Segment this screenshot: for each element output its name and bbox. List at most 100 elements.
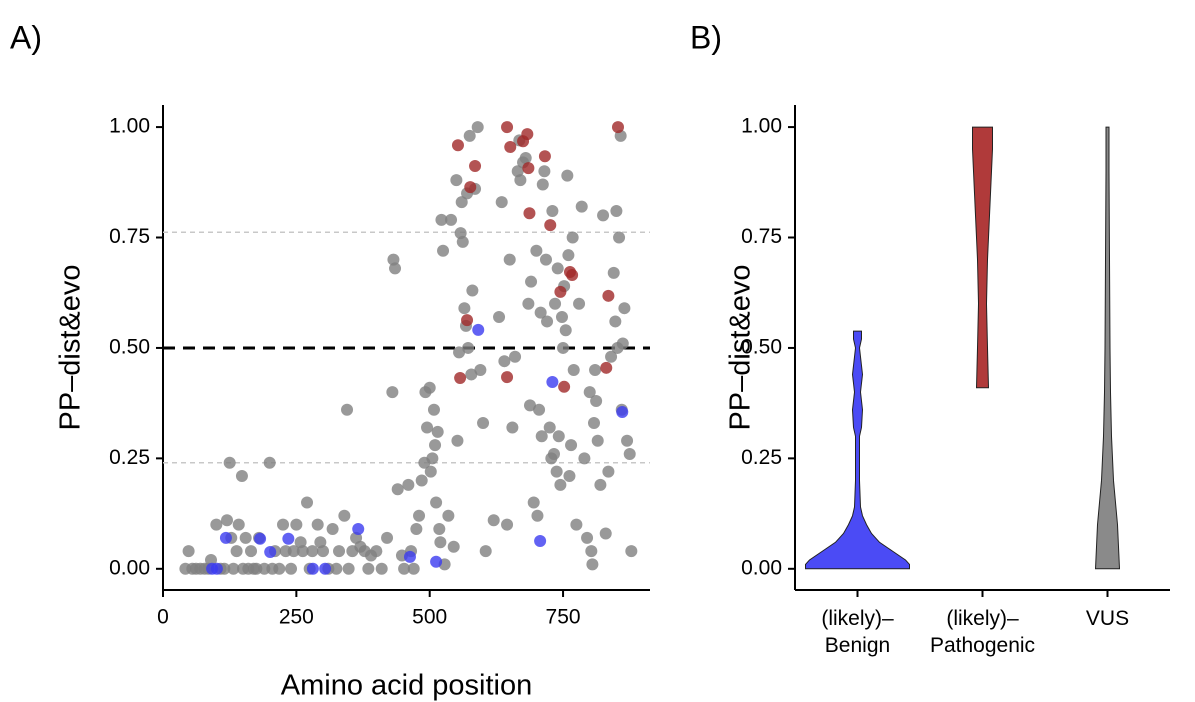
y-tick-label: 1.00: [109, 115, 150, 138]
x-tick-label: 750: [546, 606, 581, 629]
point: [583, 386, 596, 399]
point: [469, 159, 482, 172]
point: [455, 196, 468, 209]
point: [362, 562, 375, 575]
x-axis-label: Amino acid position: [281, 670, 532, 702]
point: [245, 545, 258, 558]
point: [317, 545, 330, 558]
point: [451, 139, 464, 152]
point: [352, 523, 365, 536]
point: [391, 483, 404, 496]
point: [206, 562, 219, 575]
point: [311, 518, 324, 531]
point: [573, 297, 586, 310]
point: [386, 386, 399, 399]
point: [370, 545, 383, 558]
point: [235, 470, 248, 483]
point: [610, 205, 623, 218]
point: [586, 558, 599, 571]
point: [462, 341, 475, 354]
point: [498, 355, 511, 368]
point: [555, 311, 568, 324]
point: [559, 324, 572, 337]
point: [602, 465, 615, 478]
point: [566, 269, 579, 282]
violin: [1094, 126, 1121, 570]
point: [535, 430, 548, 443]
point: [421, 421, 434, 434]
point: [621, 434, 634, 447]
y-tick-label: 0.00: [109, 556, 150, 579]
x-tick-label: VUS: [1085, 607, 1130, 630]
point: [501, 121, 514, 134]
point: [389, 262, 402, 275]
point: [326, 523, 339, 536]
y-axis-label: PP–dist&evo: [725, 264, 757, 430]
point: [557, 341, 570, 354]
point: [306, 545, 319, 558]
point: [461, 314, 474, 327]
panel-label: A): [10, 19, 42, 55]
point: [456, 235, 469, 248]
point: [381, 531, 394, 544]
point: [561, 169, 574, 182]
point: [306, 562, 319, 575]
y-tick-label: 1.00: [741, 115, 782, 138]
point: [495, 196, 508, 209]
point: [562, 249, 575, 262]
point: [539, 253, 552, 266]
point: [415, 474, 428, 487]
point: [587, 417, 600, 430]
point: [523, 207, 536, 220]
point: [407, 562, 420, 575]
point: [465, 368, 478, 381]
point: [254, 532, 267, 545]
y-tick-label: 0.75: [741, 225, 782, 248]
point: [602, 289, 615, 302]
point: [273, 562, 286, 575]
point: [514, 174, 527, 187]
point: [591, 434, 604, 447]
point: [437, 244, 450, 257]
point: [618, 302, 631, 315]
point: [375, 562, 388, 575]
point: [554, 285, 567, 298]
point: [239, 531, 252, 544]
point: [435, 213, 448, 226]
y-axis-label: PP–dist&evo: [55, 264, 87, 430]
point: [570, 518, 583, 531]
x-tick-label: 0: [157, 606, 169, 629]
point: [546, 375, 559, 388]
point: [423, 381, 436, 394]
point: [466, 284, 479, 297]
x-tick-label: (likely)– Benign: [821, 607, 894, 657]
point: [552, 430, 565, 443]
point: [287, 545, 300, 558]
point: [471, 121, 484, 134]
y-tick-label: 0.25: [741, 446, 782, 469]
point: [541, 315, 554, 328]
point: [319, 562, 332, 575]
point: [479, 545, 492, 558]
point: [530, 244, 543, 257]
point: [342, 562, 355, 575]
y-tick-label: 0.25: [109, 446, 150, 469]
point: [558, 380, 571, 393]
point: [413, 509, 426, 522]
point: [264, 546, 277, 559]
point: [538, 150, 551, 163]
point: [445, 213, 458, 226]
point: [433, 523, 446, 536]
point: [403, 550, 416, 563]
point: [581, 531, 594, 544]
point: [290, 518, 303, 531]
point: [575, 200, 588, 213]
point: [503, 253, 516, 266]
point: [487, 514, 500, 527]
y-tick-label: 0.50: [109, 335, 150, 358]
point: [410, 523, 423, 536]
point: [338, 509, 351, 522]
point: [501, 371, 514, 384]
point: [429, 439, 442, 452]
point: [517, 135, 530, 148]
